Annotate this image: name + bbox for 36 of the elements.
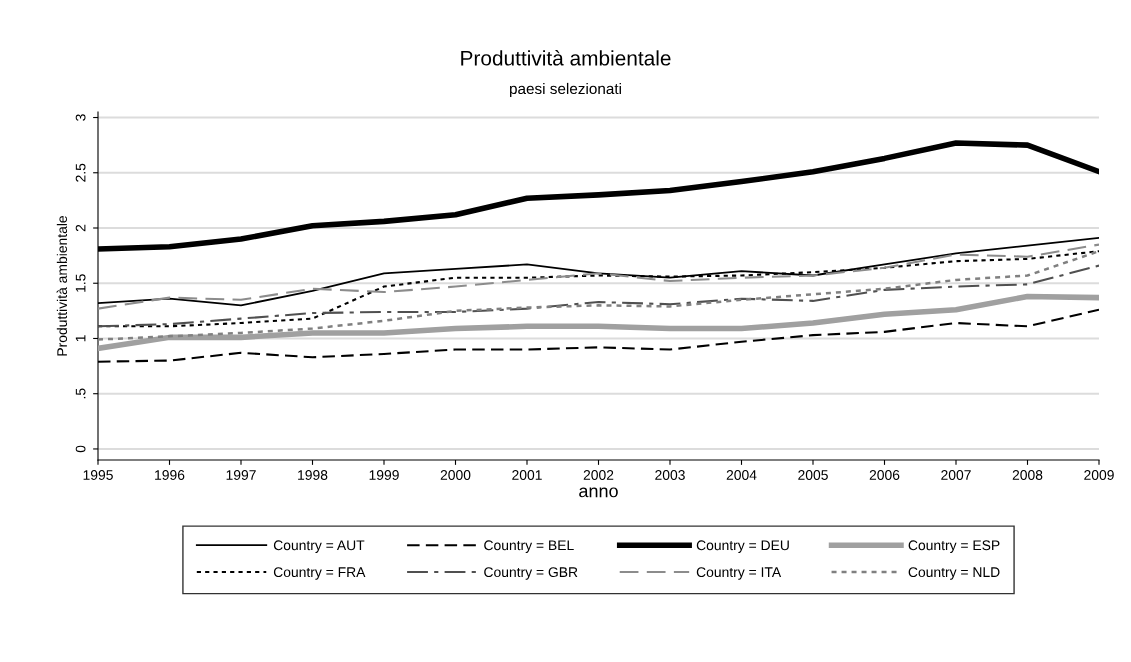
legend-label: Country = GBR bbox=[484, 567, 578, 580]
line-series bbox=[98, 249, 1099, 341]
x-tick-label: 2009 bbox=[1084, 470, 1114, 480]
x-tick-label: 1996 bbox=[155, 470, 185, 480]
x-tick-label: 2006 bbox=[869, 470, 900, 480]
legend-label: Country = BEL bbox=[484, 540, 574, 553]
x-tick-label: 1999 bbox=[369, 470, 399, 480]
x-tick-label: 2005 bbox=[798, 470, 828, 480]
legend-label: Country = AUT bbox=[273, 540, 365, 553]
legend-label: Country = ITA bbox=[696, 567, 782, 580]
x-tick-label: 1997 bbox=[226, 470, 256, 480]
y-axis-title: Produttività ambientale bbox=[56, 215, 68, 356]
x-axis-title: anno bbox=[579, 487, 618, 498]
legend-label: Country = DEU bbox=[696, 540, 789, 553]
legend-label: Country = ESP bbox=[908, 540, 1000, 553]
x-tick-label: 2002 bbox=[583, 470, 614, 480]
x-tick-label: 2008 bbox=[1012, 470, 1043, 480]
x-tick-label: 2007 bbox=[941, 470, 971, 480]
y-tick-label: 1.5 bbox=[75, 274, 86, 292]
chart-title: Produttività ambientale bbox=[461, 50, 671, 66]
line-series bbox=[98, 264, 1099, 328]
x-tick-label: 2000 bbox=[440, 470, 471, 480]
y-tick-label: 3 bbox=[75, 114, 86, 121]
legend-label: Country = FRA bbox=[273, 567, 366, 580]
x-tick-label: 2003 bbox=[655, 470, 685, 480]
y-tick-label: 0 bbox=[75, 445, 86, 453]
y-tick-label: 2 bbox=[75, 224, 86, 232]
legend-label: Country = NLD bbox=[908, 567, 1000, 580]
chart-subtitle: paesi selezionati bbox=[510, 82, 621, 98]
x-tick-label: 2001 bbox=[512, 470, 542, 480]
y-tick-label: .5 bbox=[75, 388, 86, 399]
y-tick-label: 2.5 bbox=[75, 163, 86, 182]
x-tick-label: 1995 bbox=[83, 470, 113, 480]
y-tick-label: 1 bbox=[75, 335, 86, 342]
x-tick-label: 2004 bbox=[726, 470, 757, 480]
x-tick-label: 1998 bbox=[298, 470, 328, 480]
